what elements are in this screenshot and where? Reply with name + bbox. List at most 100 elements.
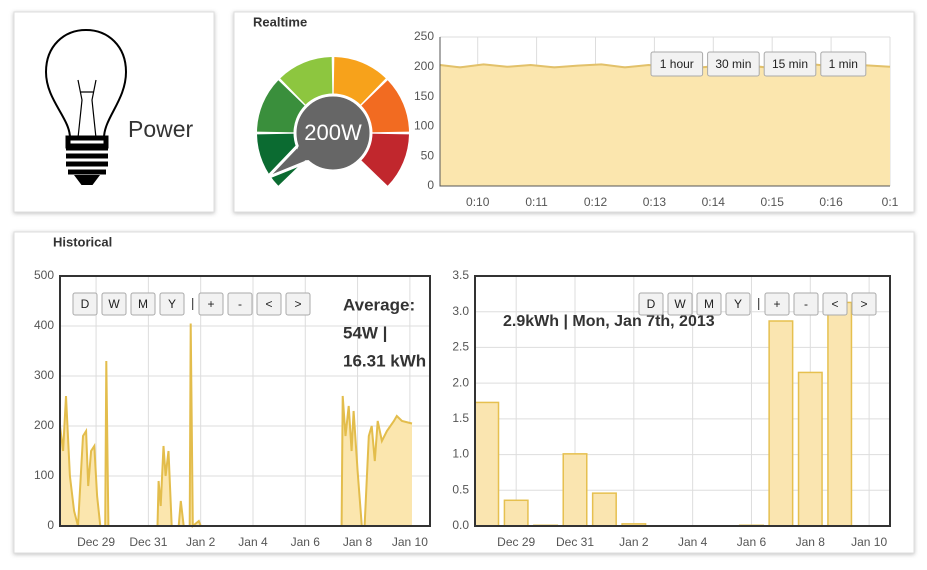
- y-tick-label: 200: [414, 59, 434, 73]
- x-tick-label: Jan 10: [851, 535, 887, 549]
- button-bg[interactable]: [159, 292, 185, 316]
- y-tick-label: 50: [421, 148, 435, 162]
- button[interactable]: <: [256, 292, 282, 316]
- button-label[interactable]: W: [108, 297, 120, 311]
- x-tick-label: Jan 2: [619, 535, 649, 549]
- button-label[interactable]: W: [674, 297, 686, 311]
- button-bg[interactable]: [101, 292, 127, 316]
- button-label[interactable]: 1 hour: [660, 57, 694, 71]
- x-tick-label: Jan 4: [238, 535, 268, 549]
- y-tick-label: 0.5: [452, 482, 469, 496]
- button[interactable]: Y: [725, 292, 751, 316]
- button-label[interactable]: -: [238, 297, 242, 311]
- button[interactable]: W: [101, 292, 127, 316]
- button-bg[interactable]: [256, 292, 282, 316]
- y-tick-label: 100: [34, 468, 54, 482]
- button[interactable]: +: [764, 292, 790, 316]
- button[interactable]: -: [793, 292, 819, 316]
- button-label[interactable]: 30 min: [715, 57, 751, 71]
- y-tick-label: 0: [427, 178, 434, 192]
- button-bg[interactable]: [696, 292, 722, 316]
- gauge-band: [358, 133, 409, 186]
- gauge-band: [280, 57, 333, 108]
- button-bg[interactable]: [227, 292, 253, 316]
- bar: [591, 492, 617, 527]
- button-bg[interactable]: [667, 292, 693, 316]
- y-tick-label: 3.5: [452, 268, 469, 282]
- y-tick-label: 300: [34, 368, 54, 382]
- gauge-band: [257, 80, 308, 133]
- button[interactable]: W: [667, 292, 693, 316]
- button-label[interactable]: Y: [734, 297, 742, 311]
- average-text: 16.31 kWh: [343, 351, 426, 370]
- button-label[interactable]: -: [804, 297, 808, 311]
- button-bg[interactable]: [820, 51, 867, 77]
- button[interactable]: +: [198, 292, 224, 316]
- button-label[interactable]: <: [265, 297, 272, 311]
- button-bg[interactable]: [851, 292, 877, 316]
- button[interactable]: Y: [159, 292, 185, 316]
- button-label[interactable]: >: [860, 297, 867, 311]
- button[interactable]: 1 hour: [650, 51, 704, 77]
- button[interactable]: D: [72, 292, 98, 316]
- button-bg[interactable]: [650, 51, 704, 77]
- average-text: 54W |: [343, 323, 387, 342]
- button-bg[interactable]: [764, 292, 790, 316]
- button-bg[interactable]: [822, 292, 848, 316]
- x-tick-label: 0:15: [761, 195, 785, 209]
- button-bg[interactable]: [198, 292, 224, 316]
- gauge-band: [358, 80, 409, 133]
- power-label: Power: [128, 116, 194, 142]
- button-label[interactable]: 1 min: [829, 57, 858, 71]
- button[interactable]: D: [638, 292, 664, 316]
- button-label[interactable]: M: [138, 297, 148, 311]
- button-bg[interactable]: [285, 292, 311, 316]
- button[interactable]: -: [227, 292, 253, 316]
- gauge-value: 200W: [304, 120, 362, 145]
- panel-title: Historical: [53, 234, 112, 249]
- button[interactable]: 1 min: [820, 51, 867, 77]
- x-tick-label: Dec 29: [497, 535, 535, 549]
- axis-line: [439, 37, 890, 187]
- x-tick-label: 0:13: [643, 195, 667, 209]
- x-tick-label: Dec 29: [77, 535, 115, 549]
- y-tick-label: 400: [34, 318, 54, 332]
- button[interactable]: >: [851, 292, 877, 316]
- button-label[interactable]: 15 min: [772, 57, 808, 71]
- button-label[interactable]: +: [207, 297, 214, 311]
- button-label[interactable]: +: [773, 297, 780, 311]
- lightbulb-icon: [44, 28, 128, 185]
- button-label[interactable]: <: [831, 297, 838, 311]
- button-label[interactable]: M: [704, 297, 714, 311]
- button[interactable]: 30 min: [707, 51, 760, 77]
- button-bg[interactable]: [72, 292, 98, 316]
- button[interactable]: M: [130, 292, 156, 316]
- area-fill: [440, 64, 890, 186]
- button-bg[interactable]: [638, 292, 664, 316]
- button-label[interactable]: D: [81, 297, 90, 311]
- average-text: Average:: [343, 295, 415, 314]
- button-bg[interactable]: [763, 51, 817, 77]
- button-bg[interactable]: [707, 51, 760, 77]
- button-label[interactable]: D: [647, 297, 656, 311]
- button[interactable]: <: [822, 292, 848, 316]
- button[interactable]: M: [696, 292, 722, 316]
- button-bg[interactable]: [793, 292, 819, 316]
- x-tick-label: 0:10: [466, 195, 490, 209]
- x-tick-label: 0:14: [702, 195, 726, 209]
- x-tick-label: Jan 4: [678, 535, 708, 549]
- bar: [827, 301, 853, 527]
- bar: [474, 401, 500, 527]
- button-bg[interactable]: [725, 292, 751, 316]
- button[interactable]: 15 min: [763, 51, 817, 77]
- x-tick-label: Jan 8: [343, 535, 373, 549]
- button-label[interactable]: >: [294, 297, 301, 311]
- button-bg[interactable]: [130, 292, 156, 316]
- button-label[interactable]: Y: [168, 297, 176, 311]
- plot-frame: [59, 275, 431, 527]
- y-tick-label: 1.5: [452, 411, 469, 425]
- x-tick-label: Jan 6: [737, 535, 767, 549]
- button[interactable]: >: [285, 292, 311, 316]
